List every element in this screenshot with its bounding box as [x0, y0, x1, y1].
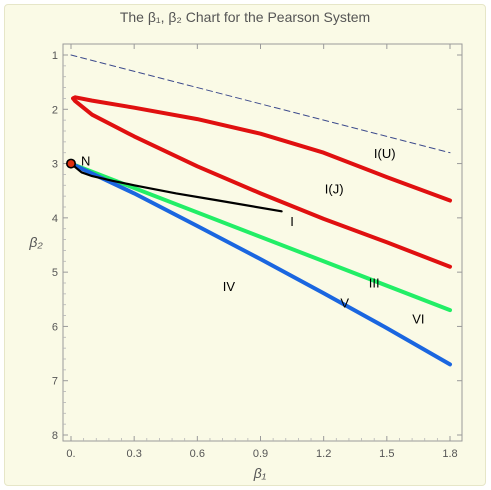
black-curve-line [69, 162, 283, 213]
x-tick-label: 0. [66, 448, 75, 460]
series-layer: N [66, 54, 452, 367]
x-tick-label: 0.6 [190, 448, 205, 460]
y-tick-label: 4 [52, 213, 58, 225]
y-tick-label: 5 [52, 267, 58, 279]
x-axis-label: β₁ [253, 465, 267, 481]
limit-line-line [70, 54, 451, 154]
region-label: I(U) [374, 146, 396, 161]
x-tick-label: 1.5 [379, 448, 394, 460]
region-label: IV [223, 279, 236, 294]
x-tick-label: 0.3 [127, 448, 142, 460]
region-label: VI [412, 312, 424, 327]
y-tick-label: 2 [52, 104, 58, 116]
x-tick-label: 1.2 [316, 448, 331, 460]
region-label: III [369, 275, 380, 290]
region-label: I [290, 214, 294, 229]
green-type-III-line [69, 161, 452, 313]
y-tick-label: 8 [52, 430, 58, 442]
y-tick-label: 7 [52, 376, 58, 388]
y-tick-label: 1 [52, 50, 58, 62]
blue-type-V-line [69, 161, 452, 367]
plot-frame [62, 43, 463, 442]
x-tick-label: 0.9 [253, 448, 268, 460]
y-tick-label: 6 [52, 321, 58, 333]
chart-title: The β₁, β₂ Chart for the Pearson System [120, 9, 370, 25]
region-label: V [340, 295, 349, 310]
y-axis-label: β₂ [28, 234, 43, 250]
point-n-marker [66, 158, 77, 169]
region-label: I(J) [325, 181, 344, 196]
x-tick-label: 1.8 [442, 448, 457, 460]
axis-ticks: 0. 0.3 0.6 0.9 1.2 1.5 1.8 1 2 3 4 5 6 7 8 [52, 44, 462, 460]
red-upper-line [71, 95, 452, 203]
red-lower-line [71, 96, 452, 269]
y-tick-label: 3 [52, 159, 58, 171]
point-n-label: N [81, 154, 90, 169]
